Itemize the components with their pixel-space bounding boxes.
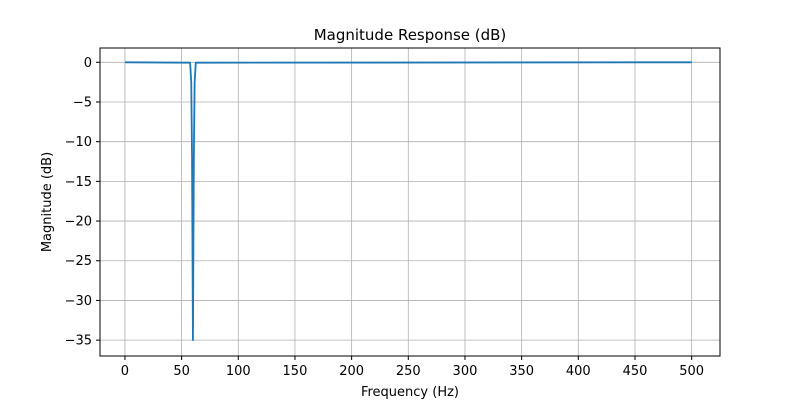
y-tick-layer: 0 −5 −10 −15 −20 −25 −30 −35 [65,56,100,349]
x-tick-label: 350 [509,364,534,379]
x-tick-label: 500 [679,364,704,379]
series-layer [124,61,692,342]
x-tick-label: 150 [283,364,308,379]
y-tick-label: −25 [65,254,92,269]
y-tick-label: −35 [65,334,92,349]
x-tick-label: 100 [226,364,251,379]
x-tick-label: 400 [566,364,591,379]
x-tick-label: 50 [173,364,190,379]
y-tick-label: −5 [73,95,92,110]
y-axis-title: Magnitude (dB) [40,152,55,252]
x-tick-label: 250 [396,364,421,379]
x-axis-title: Frequency (Hz) [361,385,459,400]
chart-title: Magnitude Response (dB) [314,26,507,44]
y-tick-label: −10 [65,135,92,150]
y-tick-label: −20 [65,215,92,230]
x-tick-label: 0 [121,364,129,379]
grid-layer [100,48,720,356]
x-tick-layer: 0 50 100 150 200 250 300 350 400 450 500 [121,356,704,379]
x-tick-label: 450 [623,364,648,379]
y-tick-label: −15 [65,175,92,190]
y-tick-label: 0 [84,56,92,71]
x-tick-label: 200 [339,364,364,379]
axes-background [100,48,720,356]
axes-frame [99,47,721,357]
series-line [124,61,692,342]
y-tick-label: −30 [65,294,92,309]
x-tick-label: 300 [453,364,478,379]
